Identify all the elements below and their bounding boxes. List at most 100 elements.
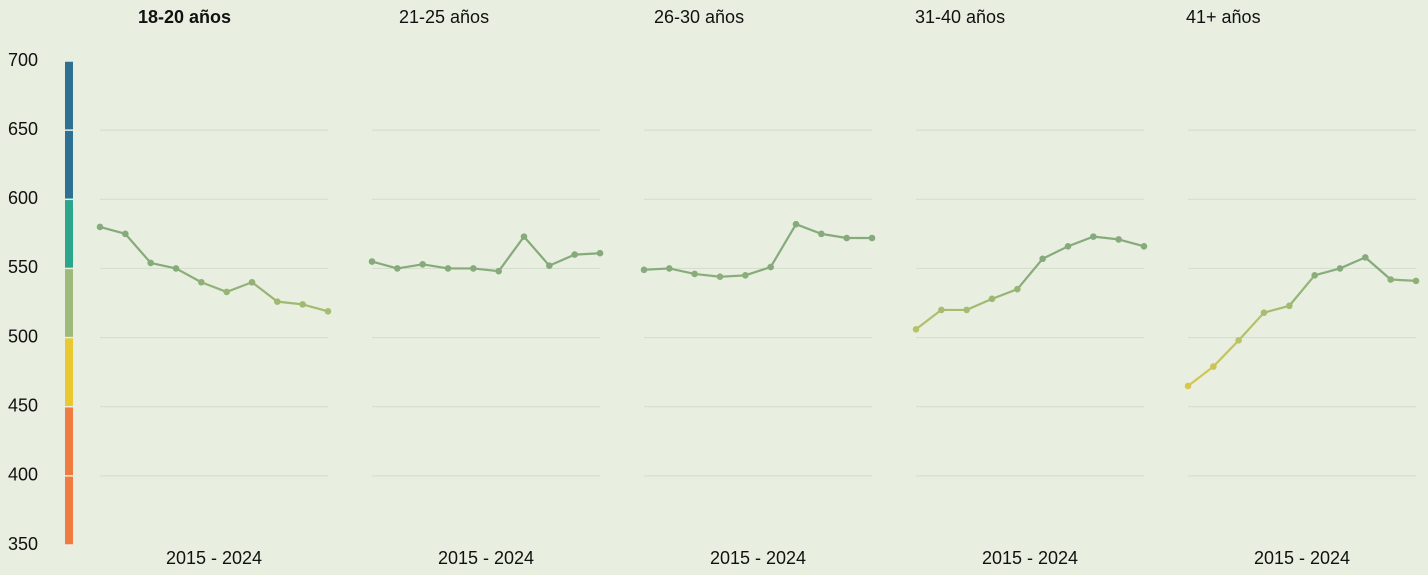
line-segment [1338, 256, 1367, 270]
data-point [470, 265, 477, 272]
y-tick-label: 700 [8, 50, 38, 70]
line-segment [1186, 365, 1215, 388]
data-point [1311, 272, 1318, 279]
line-segment [522, 235, 551, 267]
line-segment [693, 272, 722, 278]
data-point [1260, 309, 1268, 316]
line-segment [225, 281, 254, 294]
line-segment [396, 263, 424, 270]
data-point [299, 301, 306, 308]
x-axis-label: 2015 - 2024 [166, 548, 262, 568]
data-point [938, 306, 945, 314]
color-band [65, 337, 73, 407]
color-band [65, 199, 73, 269]
data-point [691, 270, 698, 278]
line-segment [965, 297, 994, 312]
y-tick-label: 400 [8, 465, 38, 485]
data-point [988, 295, 996, 303]
line-segment [573, 252, 602, 256]
data-point [912, 325, 920, 333]
line-segment [1313, 267, 1342, 277]
line-segment [668, 267, 696, 276]
data-point [963, 306, 970, 314]
data-point [147, 259, 154, 267]
data-point [640, 266, 648, 274]
data-point [1039, 255, 1046, 263]
line-segment [250, 281, 279, 303]
line-segment [1092, 235, 1120, 241]
panel-title: 18-20 años [138, 7, 231, 27]
data-point [394, 265, 401, 272]
line-segment [718, 274, 747, 278]
panel-title: 26-30 años [654, 7, 744, 27]
line-segment [1237, 311, 1266, 342]
x-axis-label: 2015 - 2024 [710, 548, 806, 568]
data-point [223, 288, 230, 296]
data-point [792, 220, 800, 228]
data-point [96, 223, 104, 231]
line-segment [1041, 245, 1070, 260]
line-segment [421, 263, 450, 270]
data-point [1412, 277, 1420, 285]
line-segment [1364, 256, 1392, 281]
data-point [495, 267, 502, 275]
data-point [1184, 382, 1192, 390]
data-point [248, 278, 256, 286]
color-band [65, 268, 73, 338]
data-point [818, 230, 825, 238]
data-point [666, 265, 673, 272]
line-segment [990, 288, 1019, 300]
data-point [546, 262, 553, 269]
data-point [444, 265, 452, 272]
line-segment [744, 265, 772, 277]
y-tick-label: 600 [8, 188, 38, 208]
data-point [1235, 337, 1242, 344]
line-segment [914, 308, 943, 331]
line-segment [548, 253, 576, 267]
line-segment [1066, 235, 1095, 248]
line-segment [1212, 339, 1240, 368]
line-segment [1389, 278, 1418, 282]
data-point [419, 260, 426, 268]
data-point [274, 298, 281, 305]
line-segment [124, 232, 152, 264]
line-segment [276, 300, 304, 306]
line-segment [642, 267, 671, 271]
line-segment [1016, 257, 1044, 291]
y-tick-label: 650 [8, 119, 38, 139]
data-point [520, 233, 528, 240]
data-point [1336, 265, 1344, 272]
x-axis-label: 2015 - 2024 [982, 548, 1078, 568]
panel-title: 21-25 años [399, 7, 489, 27]
data-point [324, 307, 332, 315]
panel-title: 31-40 años [915, 7, 1005, 27]
data-point [122, 230, 129, 238]
data-point [198, 278, 205, 286]
line-segment [301, 303, 330, 313]
line-segment [149, 261, 178, 270]
line-segment [472, 267, 500, 273]
data-point [1387, 276, 1394, 283]
x-axis-label: 2015 - 2024 [438, 548, 534, 568]
line-segment [1288, 274, 1316, 307]
line-segment [769, 223, 798, 269]
data-point [368, 258, 376, 265]
line-segment [1262, 304, 1291, 314]
data-point [1286, 302, 1293, 310]
data-point [1210, 363, 1217, 370]
panel-title: 41+ años [1186, 7, 1261, 27]
data-point [1140, 243, 1148, 250]
data-point [1115, 236, 1122, 243]
data-point [1014, 285, 1021, 293]
data-point [1064, 243, 1072, 250]
data-point [1090, 233, 1097, 240]
data-point [596, 249, 604, 257]
y-tick-label: 350 [8, 534, 38, 554]
y-tick-label: 450 [8, 395, 38, 415]
data-point [742, 272, 749, 279]
line-segment [820, 232, 848, 240]
data-point [843, 234, 850, 242]
data-point [767, 263, 774, 271]
data-point [172, 265, 180, 272]
